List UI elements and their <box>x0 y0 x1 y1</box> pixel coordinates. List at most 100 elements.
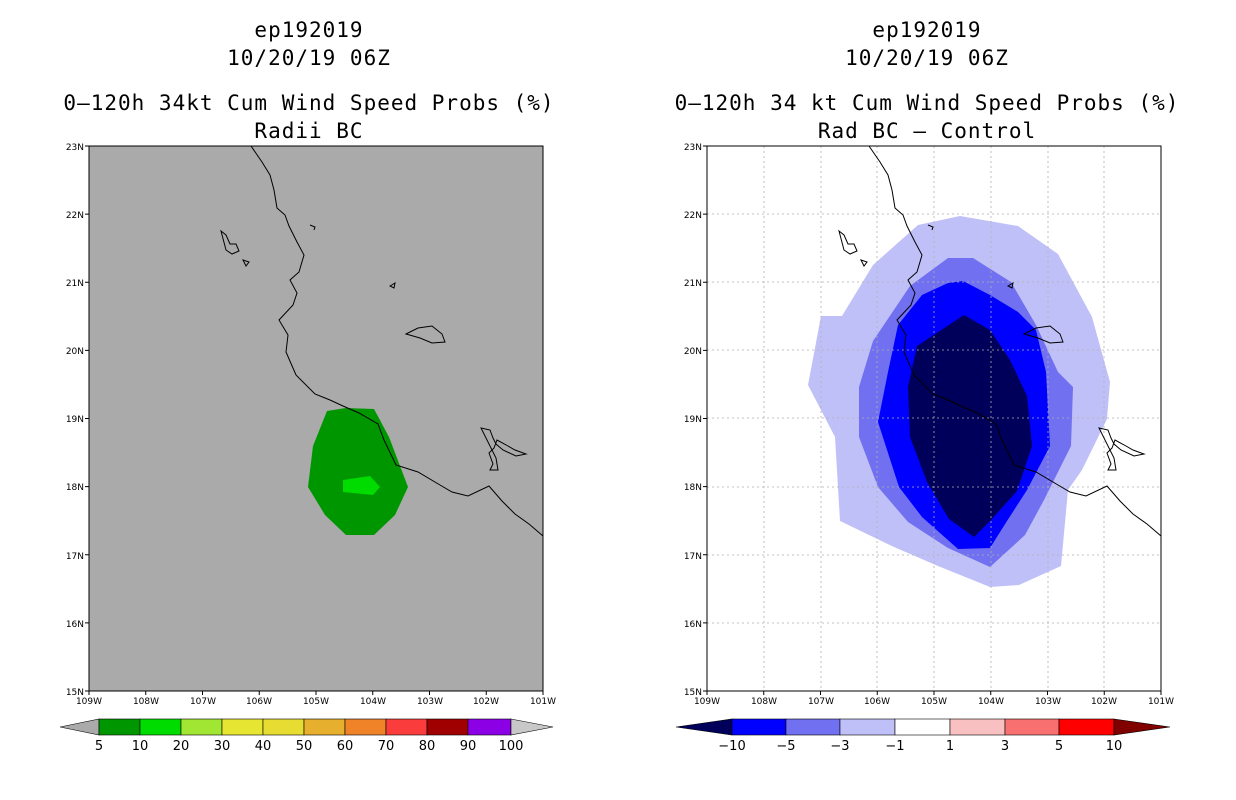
storm-id-title: ep192019 <box>872 18 982 42</box>
lon-label: 107W <box>190 697 216 707</box>
subtitle: Rad BC – Control <box>817 119 1037 143</box>
colorbar-swatch <box>894 718 951 736</box>
colorbar-swatch <box>98 718 141 736</box>
colorbar-label: 5 <box>1055 739 1063 754</box>
map-background <box>89 146 543 691</box>
lat-label: 22N <box>684 211 702 221</box>
colorbar <box>675 718 1171 736</box>
colorbar-label: 3 <box>1001 739 1009 754</box>
lon-label: 109W <box>76 697 102 707</box>
date-title: 10/20/19 06Z <box>845 46 1009 70</box>
lat-label: 21N <box>684 279 702 289</box>
colorbar-swatch <box>59 718 100 736</box>
prob-contour-10pct <box>343 476 380 495</box>
lat-label: 15N <box>684 688 702 698</box>
colorbar-label: 10 <box>1106 739 1123 754</box>
right-panel: ep192019 10/20/19 06Z 0–120h 34 kt Cum W… <box>618 0 1236 800</box>
lat-label: 19N <box>684 415 702 425</box>
lat-label: 20N <box>684 347 702 357</box>
storm-id-title: ep192019 <box>254 18 364 42</box>
colorbar-label: 50 <box>296 739 313 754</box>
subtitle: Radii BC <box>254 119 364 143</box>
coastline <box>220 145 544 537</box>
lon-label: 109W <box>694 697 720 707</box>
lon-label: 107W <box>808 697 834 707</box>
colorbar-label: −1 <box>885 739 904 754</box>
lon-label: 106W <box>246 697 272 707</box>
lat-label: 18N <box>684 483 702 493</box>
colorbar-swatch <box>949 718 1006 736</box>
colorbar-label: 5 <box>95 739 103 754</box>
colorbar-swatch <box>426 718 469 736</box>
lat-label: 19N <box>66 415 84 425</box>
colorbar-swatch <box>675 718 733 736</box>
colorbar-label: 70 <box>378 739 395 754</box>
lon-ticks <box>88 691 544 695</box>
lon-label: 108W <box>133 697 159 707</box>
prob-contour-5pct <box>308 408 408 535</box>
colorbar-label: −5 <box>776 739 795 754</box>
colorbar-label: 60 <box>337 739 354 754</box>
left-panel: ep192019 10/20/19 06Z 0–120h 34kt Cum Wi… <box>59 18 556 754</box>
colorbar-label: 20 <box>173 739 190 754</box>
lat-label: 23N <box>66 143 84 153</box>
lon-label: 105W <box>303 697 329 707</box>
colorbar-swatch <box>221 718 264 736</box>
lat-label: 23N <box>684 143 702 153</box>
lon-label: 106W <box>864 697 890 707</box>
colorbar-label: 40 <box>255 739 272 754</box>
colorbar-swatch <box>180 718 223 736</box>
colorbar <box>59 718 554 736</box>
colorbar-label: 1 <box>946 739 954 754</box>
lon-label: 104W <box>360 697 386 707</box>
lat-label: 18N <box>66 483 84 493</box>
lon-label: 101W <box>1148 697 1174 707</box>
left-map-figure: 23N 22N 21N 20N 19N 18N 17N 16N 15N 109W… <box>59 143 556 754</box>
colorbar-label: 80 <box>419 739 436 754</box>
product-title: 0–120h 34kt Cum Wind Speed Probs (%) <box>63 91 555 115</box>
colorbar-swatch <box>1113 718 1171 736</box>
colorbar-swatch <box>785 718 841 736</box>
lat-label: 17N <box>684 552 702 562</box>
colorbar-label: 10 <box>132 739 149 754</box>
lon-label: 101W <box>530 697 556 707</box>
lon-label: 103W <box>1035 697 1061 707</box>
colorbar-label: 100 <box>499 739 524 754</box>
lon-ticks <box>706 691 1162 695</box>
lon-label: 102W <box>1091 697 1117 707</box>
lat-label: 16N <box>66 620 84 630</box>
colorbar-label: −3 <box>830 739 849 754</box>
lon-label: 108W <box>751 697 777 707</box>
diff-contour-neg10 <box>908 315 1032 537</box>
colorbar-swatch <box>139 718 182 736</box>
date-title: 10/20/19 06Z <box>227 46 391 70</box>
lat-label: 16N <box>684 620 702 630</box>
colorbar-swatch <box>1058 718 1115 736</box>
right-map-figure: 23N 22N 21N 20N 19N 18N 17N 16N 15N 109W… <box>675 143 1174 754</box>
lon-label: 102W <box>473 697 499 707</box>
lon-label: 103W <box>417 697 443 707</box>
colorbar-label: 90 <box>460 739 477 754</box>
colorbar-label: 30 <box>214 739 231 754</box>
lat-ticks <box>85 145 89 692</box>
colorbar-swatch <box>262 718 305 736</box>
lat-label: 22N <box>66 211 84 221</box>
lon-label: 105W <box>921 697 947 707</box>
lat-label: 17N <box>66 552 84 562</box>
colorbar-swatch <box>1004 718 1060 736</box>
lat-label: 20N <box>66 347 84 357</box>
colorbar-swatch <box>467 718 512 736</box>
colorbar-swatch <box>303 718 346 736</box>
coastline <box>838 145 1162 537</box>
colorbar-swatch <box>344 718 387 736</box>
map-gridlines <box>707 146 1161 691</box>
colorbar-label: −10 <box>718 739 745 754</box>
colorbar-swatch <box>385 718 428 736</box>
lat-label: 15N <box>66 688 84 698</box>
colorbar-swatch <box>839 718 896 736</box>
colorbar-swatch <box>510 718 554 736</box>
lat-label: 21N <box>66 279 84 289</box>
colorbar-swatch <box>731 718 787 736</box>
lat-ticks <box>703 145 707 692</box>
lon-label: 104W <box>978 697 1004 707</box>
